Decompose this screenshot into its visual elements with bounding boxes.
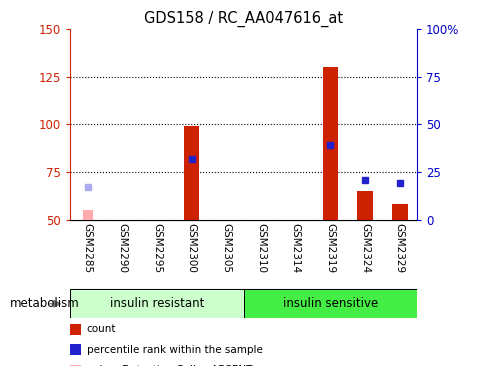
Text: percentile rank within the sample: percentile rank within the sample — [87, 344, 262, 355]
Bar — [82, 210, 92, 220]
Text: count: count — [87, 324, 116, 335]
Text: insulin sensitive: insulin sensitive — [282, 297, 377, 310]
Text: GSM2290: GSM2290 — [117, 223, 127, 273]
Text: GSM2295: GSM2295 — [151, 223, 162, 273]
Bar — [243, 289, 416, 318]
Text: GSM2300: GSM2300 — [186, 223, 197, 273]
Text: GSM2329: GSM2329 — [394, 223, 404, 273]
Bar — [391, 204, 407, 220]
Text: GSM2314: GSM2314 — [290, 223, 300, 273]
Text: GSM2310: GSM2310 — [256, 223, 266, 273]
Bar — [357, 191, 372, 220]
Text: GSM2285: GSM2285 — [82, 223, 92, 273]
Bar — [183, 126, 199, 220]
Text: GSM2305: GSM2305 — [221, 223, 231, 273]
Bar — [322, 67, 337, 220]
Text: metabolism: metabolism — [10, 297, 79, 310]
Title: GDS158 / RC_AA047616_at: GDS158 / RC_AA047616_at — [144, 10, 343, 27]
Text: insulin resistant: insulin resistant — [109, 297, 204, 310]
Text: GSM2319: GSM2319 — [325, 223, 335, 273]
Text: value, Detection Call = ABSENT: value, Detection Call = ABSENT — [87, 365, 252, 366]
Text: GSM2324: GSM2324 — [359, 223, 369, 273]
Bar — [70, 289, 243, 318]
